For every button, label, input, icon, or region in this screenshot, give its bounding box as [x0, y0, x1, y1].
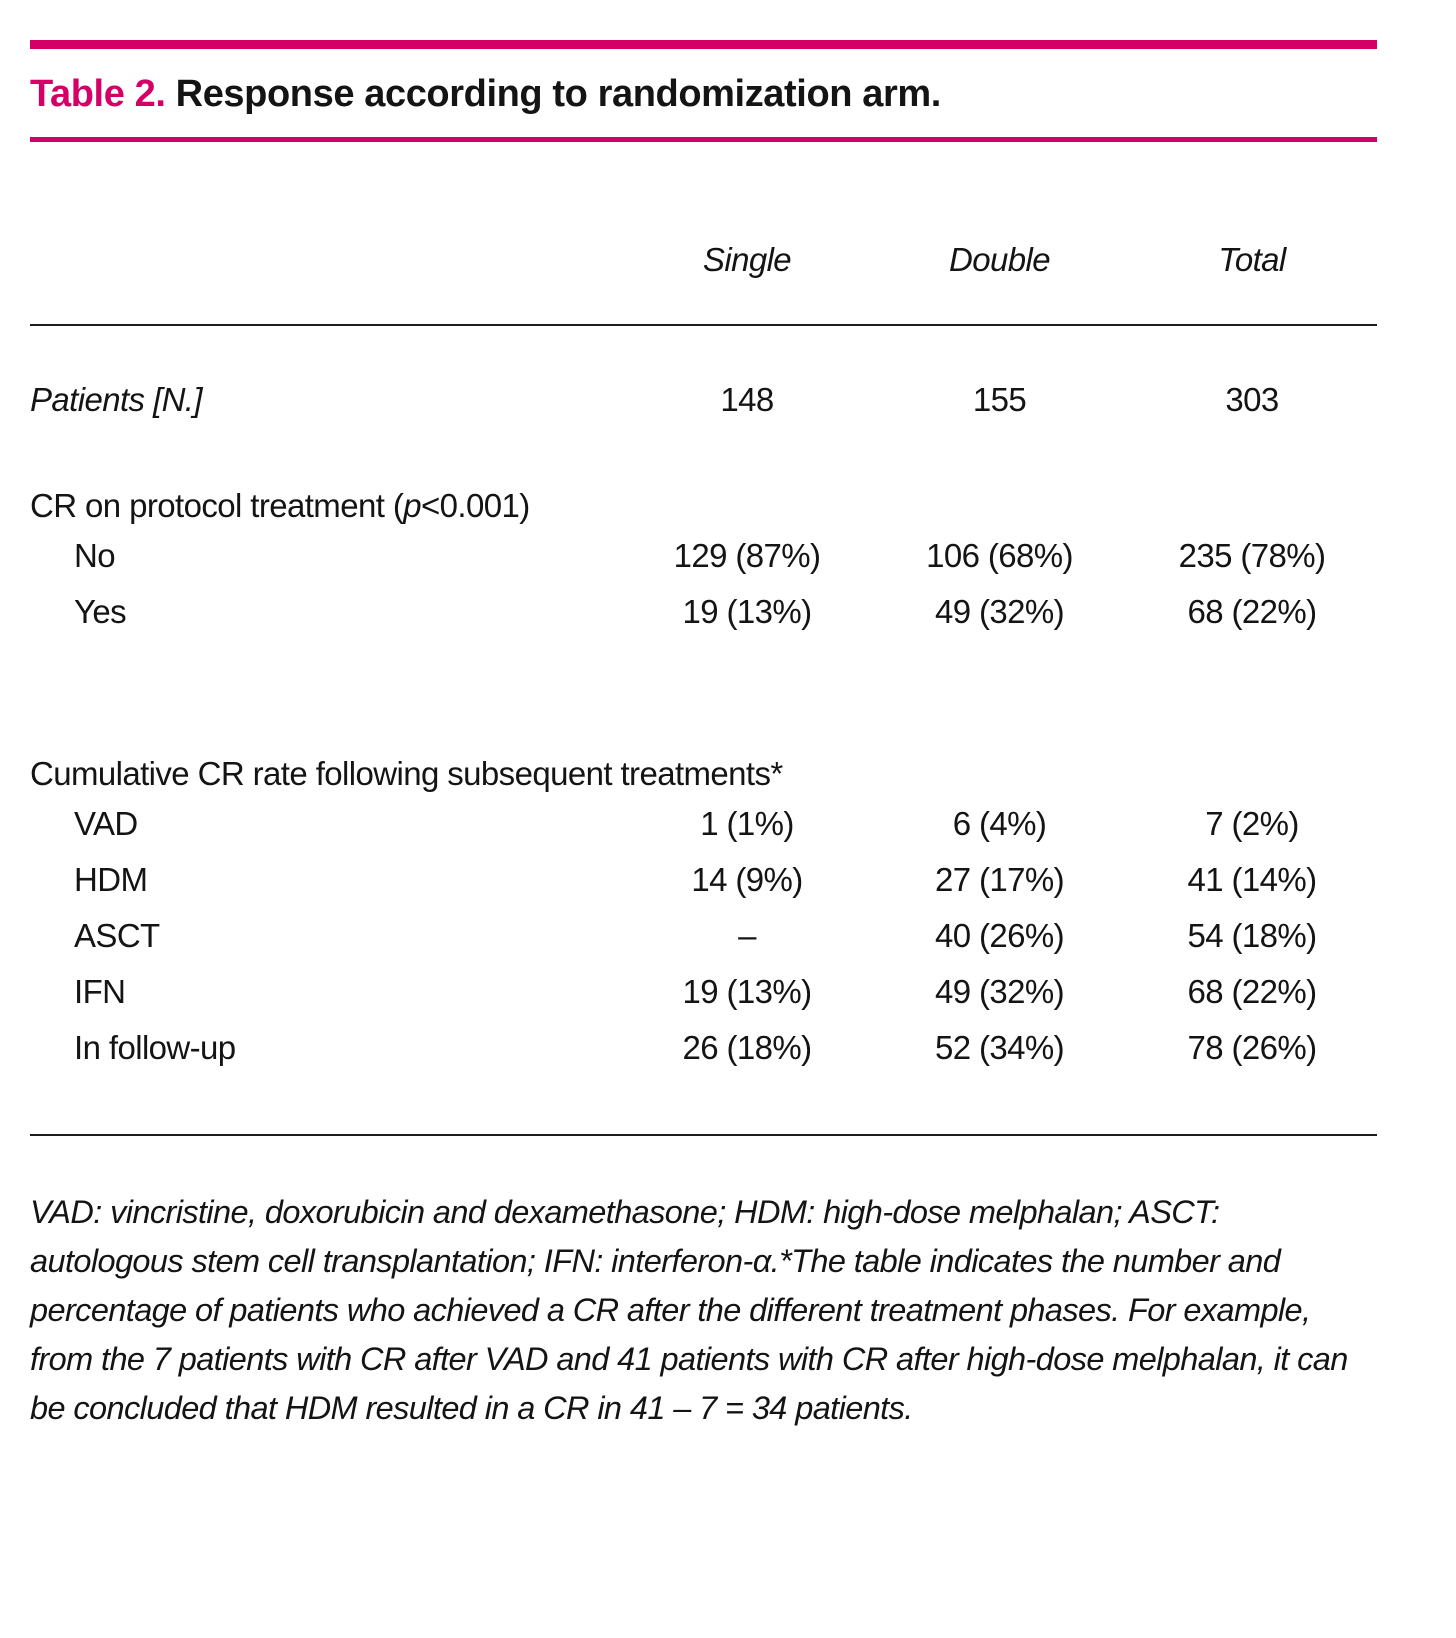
- value-total: 7 (2%): [1205, 805, 1299, 842]
- value-double: 6 (4%): [952, 805, 1047, 842]
- column-header-total: Total: [1218, 241, 1286, 278]
- cr-heading-pre: CR on protocol treatment (: [30, 487, 404, 524]
- cr-heading-pvalue: p: [403, 487, 421, 524]
- value-total: 54 (18%): [1187, 917, 1317, 954]
- value-double: 49 (32%): [934, 593, 1065, 630]
- table-row-ifn: IFN 19 (13%) 49 (32%) 68 (22%): [30, 964, 1377, 1020]
- value-single: 26 (18%): [682, 1029, 812, 1066]
- title-underline-rule: [30, 137, 1377, 142]
- column-header-single: Single: [702, 241, 792, 278]
- section-heading-cr: CR on protocol treatment (p<0.001): [30, 484, 1377, 528]
- value-total: 235 (78%): [1178, 537, 1326, 574]
- table-row-asct: ASCT – 40 (26%) 54 (18%): [30, 908, 1377, 964]
- header-rule: [30, 324, 1377, 326]
- patients-double: 155: [972, 381, 1027, 418]
- table-number: Table 2.: [30, 73, 166, 115]
- top-rule: [30, 40, 1377, 49]
- value-single: 129 (87%): [673, 537, 821, 574]
- value-total: 41 (14%): [1187, 861, 1317, 898]
- value-single: 1 (1%): [700, 805, 794, 842]
- table-row-follow-up: In follow-up 26 (18%) 52 (34%) 78 (26%): [30, 1020, 1377, 1076]
- value-double: 52 (34%): [934, 1029, 1065, 1066]
- value-total: 78 (26%): [1187, 1029, 1317, 1066]
- table-footnote: VAD: vincristine, doxorubicin and dexame…: [30, 1194, 1348, 1426]
- value-single: 14 (9%): [691, 861, 803, 898]
- value-total: 68 (22%): [1187, 593, 1317, 630]
- section-heading-cumulative: Cumulative CR rate following subsequent …: [30, 755, 783, 792]
- table-row-yes: Yes 19 (13%) 49 (32%) 68 (22%): [30, 584, 1377, 640]
- value-double: 40 (26%): [934, 917, 1065, 954]
- row-label: IFN: [74, 973, 126, 1010]
- row-label: No: [74, 537, 116, 574]
- patients-single: 148: [720, 381, 774, 418]
- patients-total: 303: [1225, 381, 1279, 418]
- value-single: 19 (13%): [682, 593, 812, 630]
- patients-label: Patients [N.]: [30, 381, 203, 418]
- table-header-row: Single Double Total: [30, 238, 1377, 282]
- patients-row: Patients [N.] 148 155 303: [30, 372, 1377, 428]
- value-double: 49 (32%): [934, 973, 1065, 1010]
- row-label: In follow-up: [74, 1029, 236, 1066]
- value-total: 68 (22%): [1187, 973, 1317, 1010]
- table-row-vad: VAD 1 (1%) 6 (4%) 7 (2%): [30, 796, 1377, 852]
- column-header-double: Double: [949, 241, 1051, 278]
- table-row-hdm: HDM 14 (9%) 27 (17%) 41 (14%): [30, 852, 1377, 908]
- table-row-no: No 129 (87%) 106 (68%) 235 (78%): [30, 528, 1377, 584]
- value-double: 27 (17%): [934, 861, 1065, 898]
- row-label: HDM: [74, 861, 148, 898]
- value-single: –: [738, 917, 756, 954]
- footer-rule: [30, 1134, 1377, 1136]
- row-label: VAD: [74, 805, 138, 842]
- table-title: Table 2. Response according to randomiza…: [30, 71, 1377, 117]
- table-title-text: Response according to randomization arm.: [175, 73, 942, 115]
- row-label: ASCT: [74, 917, 160, 954]
- cr-heading-post: <0.001): [421, 487, 530, 524]
- value-single: 19 (13%): [682, 973, 812, 1010]
- value-double: 106 (68%): [926, 537, 1073, 574]
- row-label: Yes: [74, 593, 127, 630]
